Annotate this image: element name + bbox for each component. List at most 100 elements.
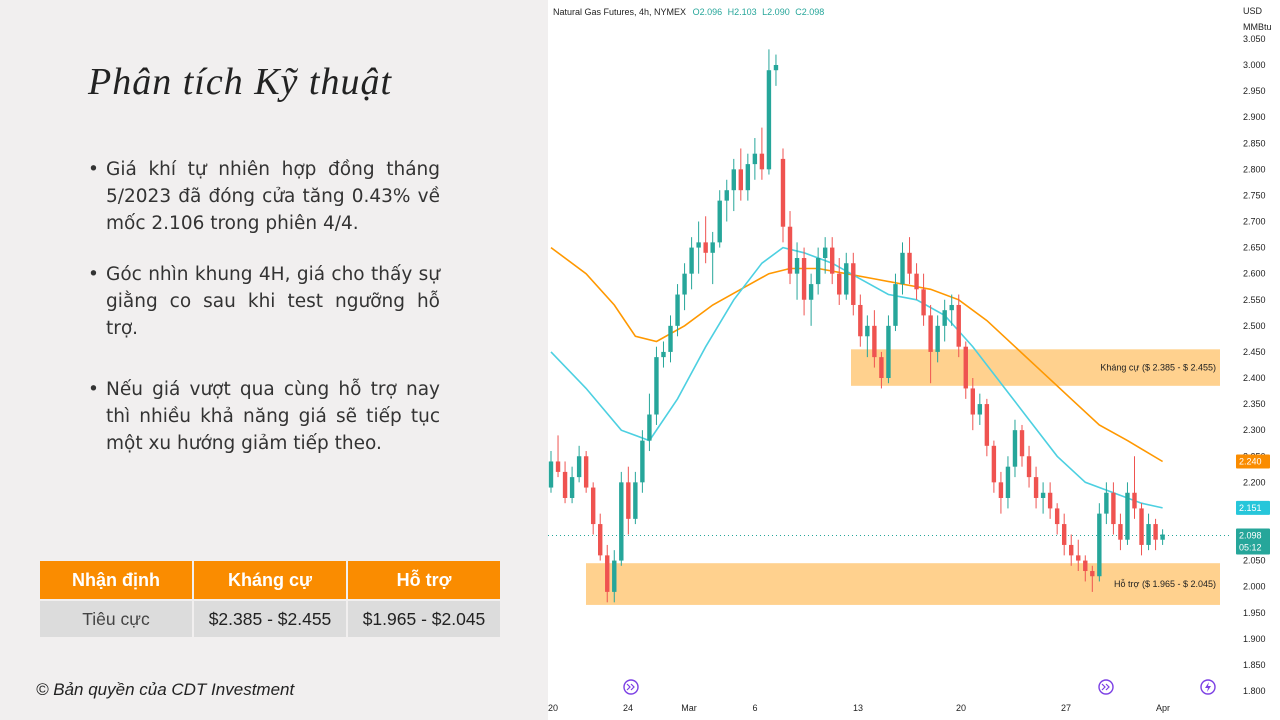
candle xyxy=(801,247,807,316)
bullet-dot: • xyxy=(88,379,99,400)
candle xyxy=(598,513,603,561)
candle-body xyxy=(907,252,912,274)
candle xyxy=(1153,518,1158,551)
y-tick-label: 2.000 xyxy=(1243,582,1266,592)
price-badge: 2.240 xyxy=(1236,454,1270,469)
candle xyxy=(977,393,983,425)
y-tick-label: 2.050 xyxy=(1243,556,1266,566)
candle-body xyxy=(590,487,596,525)
candle xyxy=(970,378,975,431)
candle-body xyxy=(1054,508,1060,525)
ema-fast-line xyxy=(550,246,1163,509)
candle xyxy=(1132,456,1137,519)
candle xyxy=(668,315,673,363)
candle xyxy=(837,258,842,305)
event-marker-icon[interactable] xyxy=(623,679,639,695)
candle-body xyxy=(815,258,821,285)
candle xyxy=(780,148,786,243)
candle xyxy=(1111,482,1116,535)
candle xyxy=(548,451,554,493)
candle-body xyxy=(619,482,624,561)
candle-body xyxy=(935,325,940,352)
y-tick-label: 3.000 xyxy=(1243,60,1266,70)
y-tick-label: 2.950 xyxy=(1243,86,1266,96)
candle-body xyxy=(886,325,891,378)
candle xyxy=(907,237,912,285)
candle-body xyxy=(801,258,807,300)
candle xyxy=(682,263,687,311)
candle-body xyxy=(562,471,568,498)
y-tick-label: 2.600 xyxy=(1243,269,1266,279)
candle xyxy=(949,294,954,326)
candle-body xyxy=(668,325,673,352)
y-tick-label: 1.850 xyxy=(1243,660,1266,670)
candle xyxy=(661,341,666,368)
resistance-zone xyxy=(851,349,1220,386)
candle-body xyxy=(1005,466,1011,498)
candle xyxy=(808,273,814,326)
lightning-event-icon[interactable] xyxy=(1200,679,1216,695)
y-tick-label: 2.750 xyxy=(1243,190,1266,200)
price-badge-bg xyxy=(1236,500,1270,515)
candle xyxy=(1097,503,1102,582)
event-marker-icon[interactable] xyxy=(1098,679,1114,695)
y-tick-label: 2.550 xyxy=(1243,295,1266,305)
candle-body xyxy=(1047,492,1053,509)
candle xyxy=(675,284,680,337)
candle xyxy=(851,252,856,316)
price-badge-bg xyxy=(1236,454,1270,469)
price-badge-value: 2.240 xyxy=(1239,456,1262,466)
candle-body xyxy=(928,315,933,352)
bullet-item: • Góc nhìn khung 4H, giá cho thấy sự giằ… xyxy=(88,261,440,342)
candle-body xyxy=(780,158,786,227)
y-tick-label: 2.400 xyxy=(1243,373,1266,383)
candle xyxy=(830,237,835,285)
candle-body xyxy=(921,289,926,316)
candle xyxy=(1047,482,1053,519)
y-tick-label: 2.450 xyxy=(1243,347,1266,357)
candle-body xyxy=(682,273,687,295)
table-header-support: Hỗ trợ xyxy=(348,561,500,599)
y-tick-label: 2.850 xyxy=(1243,138,1266,148)
candle xyxy=(822,237,828,274)
candle xyxy=(731,158,736,212)
candle xyxy=(1083,555,1088,582)
candle xyxy=(626,466,631,535)
currency-label: USD xyxy=(1243,6,1263,16)
y-tick-label: 3.050 xyxy=(1243,34,1266,44)
candle-body xyxy=(970,388,975,415)
y-tick-label: 1.950 xyxy=(1243,608,1266,618)
candle xyxy=(921,273,926,326)
candle-body xyxy=(626,482,631,519)
support-zone xyxy=(586,563,1220,605)
ohlc-close: C2.098 xyxy=(795,7,824,17)
bullet-text: Góc nhìn khung 4H, giá cho thấy sự giằng… xyxy=(106,264,440,339)
candle xyxy=(555,435,561,478)
candle-body xyxy=(576,456,582,478)
price-axis-layer: 1.8001.8501.9001.9502.0002.0502.1002.150… xyxy=(1236,34,1270,696)
price-badge: 2.098 05:12 xyxy=(1236,528,1270,555)
chart-canvas[interactable]: Kháng cự ($ 2.385 - $ 2.455) Hỗ trợ ($ 1.… xyxy=(548,0,1280,720)
outlook-table: Nhận định Kháng cự Hỗ trợ Tiêu cực $2.38… xyxy=(38,559,502,639)
candle-body xyxy=(598,524,603,556)
candle xyxy=(794,242,800,300)
candle-body xyxy=(900,252,905,285)
price-chart[interactable]: Kháng cự ($ 2.385 - $ 2.455) Hỗ trợ ($ 1.… xyxy=(548,0,1280,720)
candle xyxy=(956,294,961,358)
x-tick-label: 20 xyxy=(548,703,558,713)
candle xyxy=(815,247,821,295)
candle-body xyxy=(731,169,736,191)
candle xyxy=(696,221,701,274)
y-tick-label: 1.800 xyxy=(1243,686,1266,696)
candle xyxy=(619,471,624,566)
y-tick-label: 1.900 xyxy=(1243,634,1266,644)
candle xyxy=(1146,513,1151,551)
bullet-text: Giá khí tự nhiên hợp đồng tháng 5/2023 đ… xyxy=(106,159,440,234)
candle xyxy=(724,179,729,222)
time-axis-layer: 20 24 Mar 6 13 20 27 Apr xyxy=(548,703,1170,713)
candle-body xyxy=(569,477,575,498)
page-title: Phân tích Kỹ thuật xyxy=(88,61,393,103)
candle xyxy=(1012,419,1018,478)
candle xyxy=(872,310,877,368)
candle-body xyxy=(1033,477,1039,498)
